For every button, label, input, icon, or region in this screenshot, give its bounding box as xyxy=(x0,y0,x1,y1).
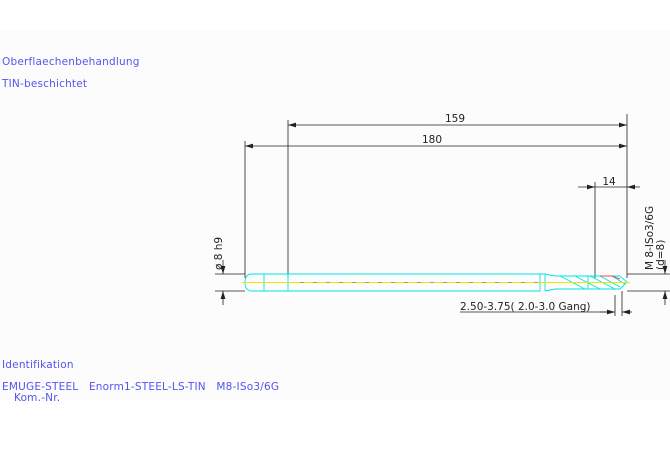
identification-line1: EMUGE-STEEL Enorm1-STEEL-LS-TIN M8-ISo3/… xyxy=(2,381,280,393)
dim-chamfer: 2.50-3.75( 2.0-3.0 Gang) xyxy=(460,301,591,313)
dim-thread-spec: M 8-ISo3/6G xyxy=(644,206,656,270)
dim-14: 14 xyxy=(602,176,616,188)
dimension-lines xyxy=(215,114,670,316)
drawing-sheet xyxy=(0,30,670,400)
dim-159: 159 xyxy=(445,113,465,125)
identification-line2: Kom.-Nr. xyxy=(14,392,61,404)
dim-thread-diameter: (d=8) xyxy=(655,240,667,270)
surface-heading: Oberflaechenbehandlung xyxy=(2,56,140,68)
dim-180: 180 xyxy=(422,134,442,146)
identification-heading: Identifikation xyxy=(2,359,74,371)
tip-accent xyxy=(600,275,621,280)
dim-shank-diameter: ø 8 h9 xyxy=(213,237,225,270)
surface-value: TIN-beschichtet xyxy=(2,78,88,90)
